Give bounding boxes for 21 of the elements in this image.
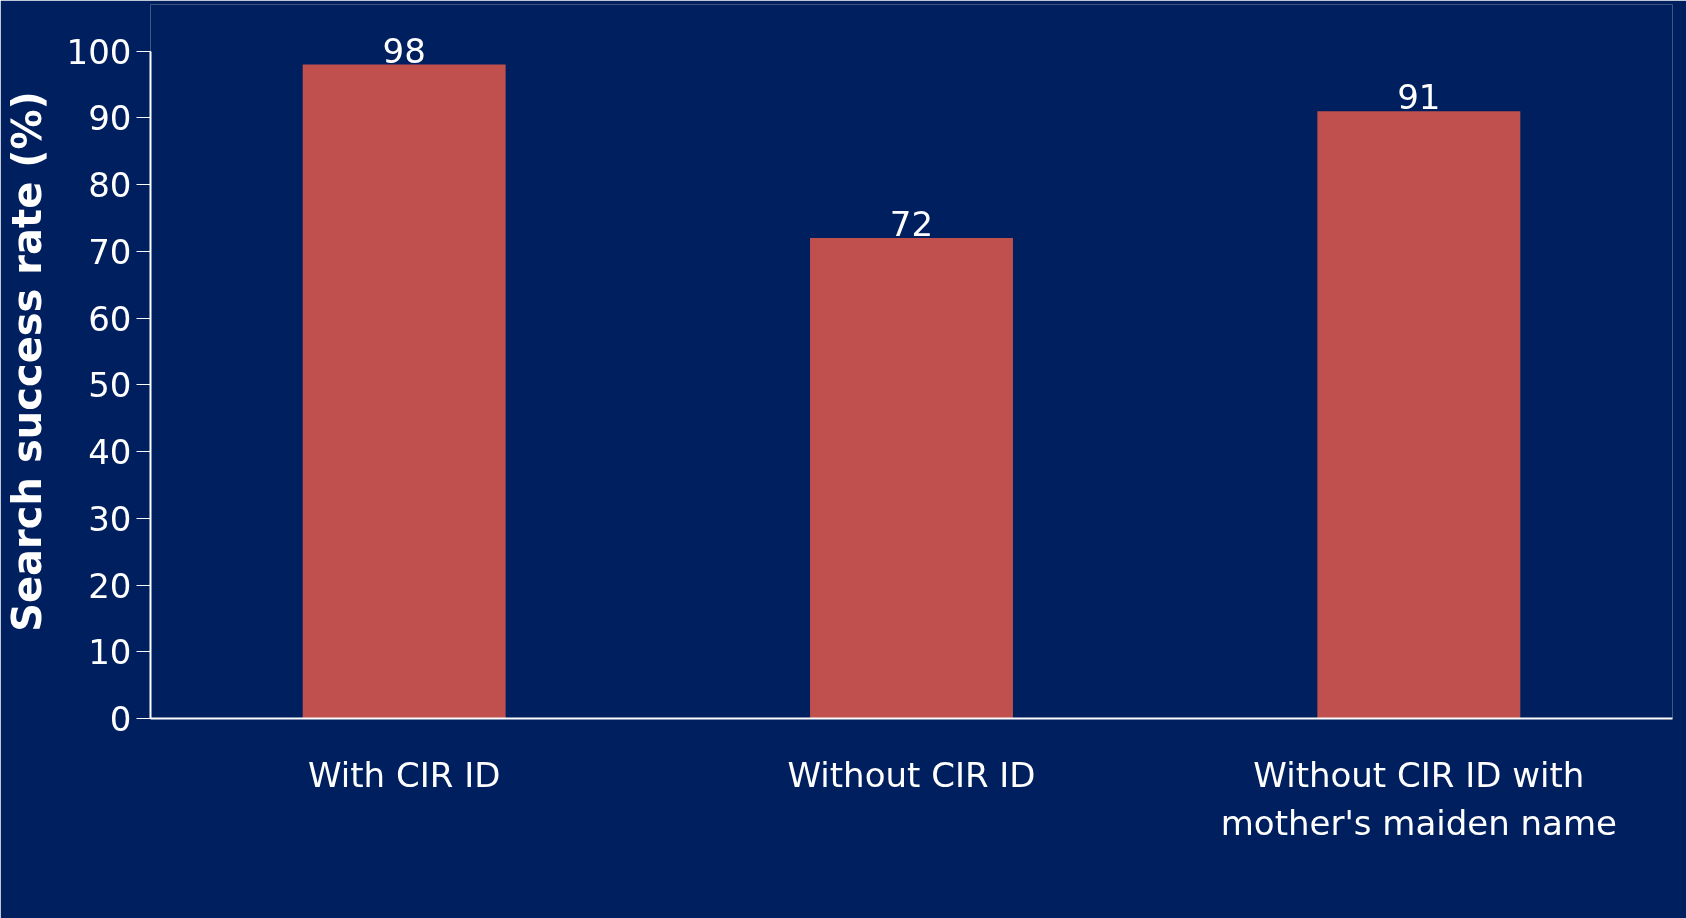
x-tick-label: Without CIR ID (787, 754, 1036, 795)
y-tick-label: 40 (88, 432, 132, 473)
y-tick-label: 50 (88, 365, 132, 406)
y-tick-label: 0 (109, 699, 132, 739)
bar (302, 64, 506, 719)
data-label: 72 (889, 204, 934, 245)
y-tick-label: 100 (66, 31, 132, 72)
y-tick-label: 60 (88, 298, 132, 339)
y-axis-title: Search success rate (%) (3, 91, 50, 632)
y-tick-label: 90 (88, 98, 132, 139)
bar (810, 238, 1013, 719)
y-tick-label: 30 (88, 498, 132, 539)
data-label: 98 (382, 30, 426, 71)
bar (1317, 111, 1521, 719)
data-label: 91 (1397, 77, 1441, 118)
y-tick-label: 70 (88, 231, 132, 272)
x-tick-label: With CIR ID (307, 754, 501, 795)
y-tick-label: 80 (88, 165, 132, 206)
y-tick-label: 20 (88, 565, 132, 606)
y-tick-label: 10 (88, 632, 132, 673)
x-tick-label: Without CIR ID with mother's maiden name (1220, 754, 1617, 843)
